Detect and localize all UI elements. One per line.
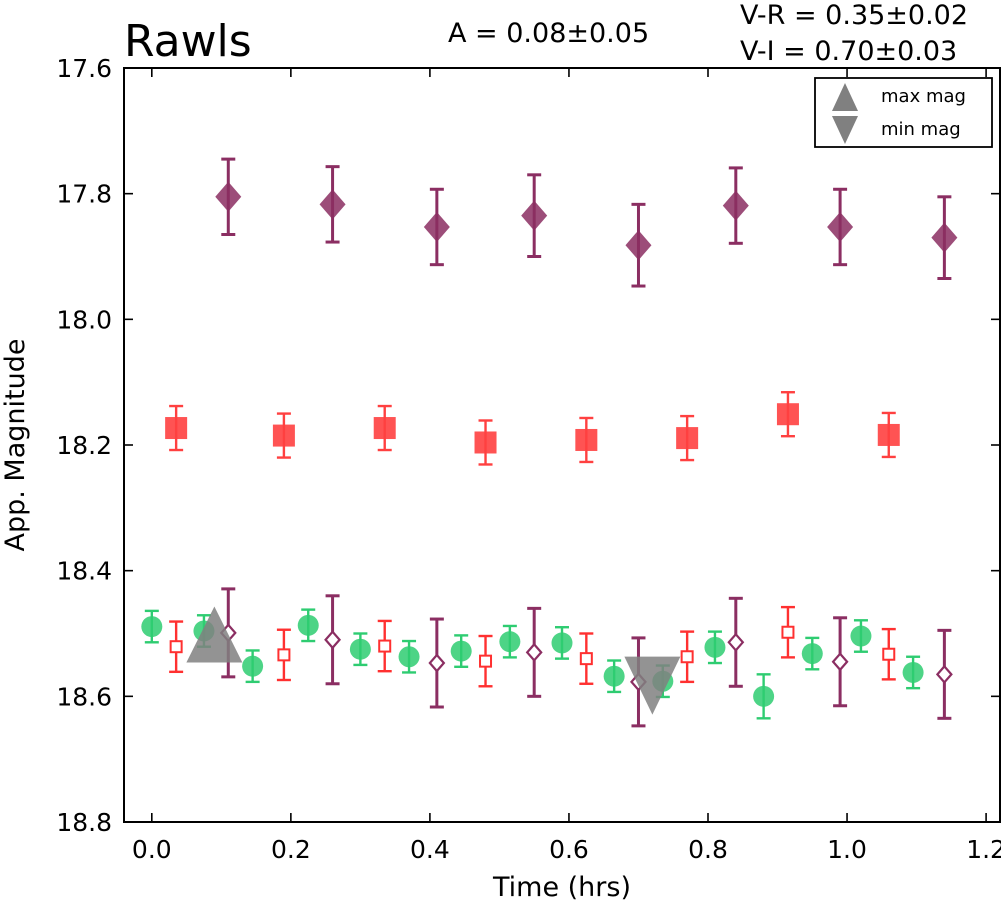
x-tick-label: 1.0 [827, 835, 867, 864]
open-square-marker [277, 648, 291, 662]
series-3 [169, 605, 896, 688]
circle-marker [551, 632, 573, 654]
y-axis-label: App. Magnitude [0, 339, 31, 552]
square-marker [373, 417, 396, 440]
square-marker [272, 424, 295, 447]
square-marker [474, 431, 497, 454]
series-5 [186, 606, 243, 663]
open-square-marker [781, 625, 795, 639]
legend: max mag min mag [814, 77, 993, 148]
legend-max-mag-label: max mag [881, 86, 966, 107]
circle-marker [753, 685, 775, 707]
y-tick-label: 18.2 [56, 431, 112, 460]
square-marker [877, 423, 900, 446]
open-square-marker [479, 654, 493, 668]
min-mag-marker [624, 656, 681, 715]
open-square-marker [378, 639, 392, 653]
open-diamond-marker [727, 632, 745, 652]
open-diamond-marker [525, 642, 543, 663]
square-marker [165, 417, 188, 440]
x-tick-label: 0.2 [271, 835, 311, 864]
x-tick-label: 0.4 [410, 835, 450, 864]
circle-marker [902, 661, 924, 683]
open-diamond-marker [831, 652, 849, 672]
series-6 [624, 656, 681, 715]
chart-title: Rawls [124, 16, 252, 67]
circle-marker [398, 646, 420, 668]
axis-ticks: 0.0 0.2 0.4 0.6 0.8 1.0 1.2 17.6 17.8 18.0 18.2 18.… [56, 54, 1001, 864]
max-mag-marker [186, 606, 243, 663]
y-tick-label: 18.0 [56, 305, 112, 334]
circle-marker [801, 643, 823, 665]
amplitude-annotation: A = 0.08±0.05 [448, 18, 649, 49]
vr-color-annotation: V-R = 0.35±0.02 [740, 0, 968, 31]
diamond-marker [423, 211, 450, 242]
circle-marker [349, 638, 371, 660]
circle-marker [141, 616, 163, 638]
diamond-marker [625, 230, 652, 261]
vi-color-annotation: V-I = 0.70±0.03 [740, 36, 957, 67]
diamond-marker [521, 200, 548, 231]
circle-marker [450, 640, 472, 662]
open-diamond-marker [324, 630, 342, 650]
y-tick-label: 17.6 [56, 54, 112, 83]
y-tick-label: 18.4 [56, 557, 112, 586]
y-tick-label: 17.8 [56, 180, 112, 209]
circle-marker [850, 625, 872, 647]
legend-max-mag-marker [832, 83, 858, 111]
circle-marker [499, 631, 521, 653]
x-tick-label: 1.2 [966, 835, 1001, 864]
x-tick-label: 0.8 [688, 835, 728, 864]
plot-area [141, 157, 958, 728]
open-square-marker [680, 650, 694, 664]
y-tick-label: 18.6 [56, 682, 112, 711]
x-axis-label: Time (hrs) [492, 872, 631, 903]
circle-marker [242, 655, 264, 677]
circle-marker [603, 665, 625, 687]
series-2 [141, 608, 924, 720]
open-square-marker [169, 640, 183, 654]
diamond-marker [931, 222, 958, 253]
square-marker [776, 403, 799, 426]
series-0 [215, 157, 958, 288]
diamond-marker [319, 189, 346, 220]
diamond-marker [827, 211, 854, 242]
y-tick-label: 18.8 [56, 808, 112, 837]
legend-min-mag-marker [832, 116, 858, 144]
diamond-marker [722, 190, 749, 221]
series-1 [165, 391, 900, 466]
plot-frame [123, 67, 1001, 823]
x-tick-label: 0.6 [549, 835, 589, 864]
open-diamond-marker [428, 653, 446, 673]
open-square-marker [882, 647, 896, 661]
diamond-marker [215, 181, 242, 212]
circle-marker [704, 636, 726, 658]
square-marker [575, 428, 598, 451]
open-diamond-marker [935, 664, 953, 685]
circle-marker [297, 614, 319, 636]
legend-min-mag-label: min mag [881, 119, 961, 140]
square-marker [676, 427, 699, 450]
open-square-marker [579, 652, 593, 666]
x-tick-label: 0.0 [132, 835, 172, 864]
